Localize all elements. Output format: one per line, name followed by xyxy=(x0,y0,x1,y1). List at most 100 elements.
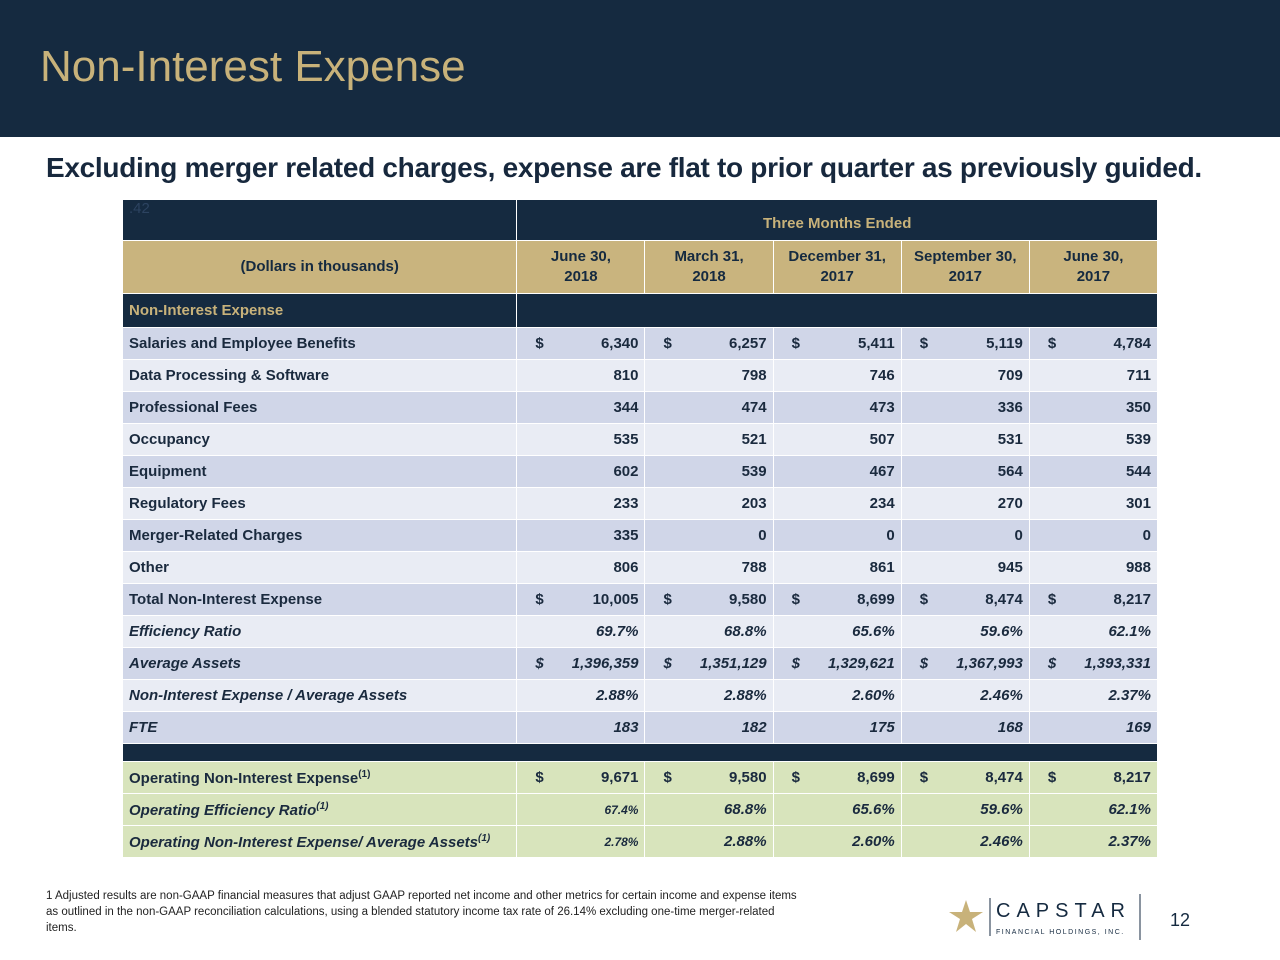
metric-row: Efficiency Ratio 69.7% 68.8% 65.6% 59.6% 62.1… xyxy=(121,615,1159,648)
value-cell: 175 xyxy=(772,711,902,744)
expense-row: Equipment 602 539 467 564 544 xyxy=(121,455,1159,488)
currency: $ xyxy=(791,591,800,608)
row-label: Occupancy xyxy=(121,423,518,456)
value: 798 xyxy=(741,367,767,384)
title: Non-Interest Expense xyxy=(40,42,466,91)
page-number: 12 xyxy=(1170,910,1191,930)
expense-row: Merger-Related Charges 335 0 0 0 0 xyxy=(121,519,1159,552)
value-cell: 521 xyxy=(644,423,774,456)
row-label: Total Non-Interest Expense xyxy=(121,583,518,616)
value-cell: 2.88% xyxy=(644,679,774,712)
value: 4,784 xyxy=(1113,335,1151,352)
value: 65.6% xyxy=(852,623,895,640)
value-cell: 0 xyxy=(644,519,774,552)
value: 8,474 xyxy=(985,591,1023,608)
value: 544 xyxy=(1125,463,1151,480)
row-note: (1) xyxy=(316,800,329,812)
value: 1,329,621 xyxy=(827,655,895,672)
value: 62.1% xyxy=(1108,801,1151,818)
value-cell: 798 xyxy=(644,359,774,392)
value: 474 xyxy=(741,399,767,416)
column-header: June 30, 2018 xyxy=(516,240,646,294)
value-cell: 336 xyxy=(900,391,1030,424)
value: 810 xyxy=(613,367,639,384)
value-cell: 65.6% xyxy=(772,615,902,648)
separator xyxy=(122,743,1158,762)
value-cell: 183 xyxy=(516,711,646,744)
value: 8,217 xyxy=(1113,769,1151,786)
row-label-text: Operating Efficiency Ratio xyxy=(129,801,317,819)
row-label: Salaries and Employee Benefits xyxy=(121,327,518,360)
value-cell: 350 xyxy=(1028,391,1159,424)
value-cell: $1,396,359 xyxy=(516,647,646,680)
value-cell: 182 xyxy=(644,711,774,744)
value-cell: 67.4% xyxy=(516,793,646,826)
value-cell: 68.8% xyxy=(644,615,774,648)
value-cell: $9,671 xyxy=(516,761,646,794)
value-cell: 69.7% xyxy=(516,615,646,648)
row-label-text: Occupancy xyxy=(129,431,210,448)
value: 2.88% xyxy=(724,833,767,850)
value-cell: $9,580 xyxy=(644,583,774,616)
currency: $ xyxy=(919,591,929,608)
value: 59.6% xyxy=(980,801,1023,818)
row-label-text: Operating Non-Interest Expense/ Average … xyxy=(129,833,478,851)
value: 69.7% xyxy=(595,623,639,640)
value-cell: 169 xyxy=(1028,711,1159,744)
value: 62.1% xyxy=(1108,623,1151,640)
value-cell: $5,411 xyxy=(772,327,902,360)
value-cell: 68.8% xyxy=(644,793,774,826)
row-label-text: Non-Interest Expense / Average Assets xyxy=(129,687,408,704)
row-label-text: Merger-Related Charges xyxy=(129,527,303,544)
column-header: September 30, 2017 xyxy=(900,240,1030,294)
value-cell: 335 xyxy=(516,519,646,552)
value: 535 xyxy=(613,431,639,448)
value: 8,699 xyxy=(857,591,895,608)
value-cell: 2.46% xyxy=(900,825,1030,858)
value-cell: 564 xyxy=(900,455,1030,488)
value: 67.4% xyxy=(604,802,639,817)
value-cell: 861 xyxy=(772,551,902,584)
value: 8,474 xyxy=(985,769,1023,786)
value: 2.37% xyxy=(1108,833,1151,850)
value-cell: 507 xyxy=(772,423,902,456)
value-cell: 467 xyxy=(772,455,902,488)
value: 1,396,359 xyxy=(571,655,639,672)
column-header: June 30, 2017 xyxy=(1028,240,1159,294)
column-header-line: March 31, xyxy=(674,248,744,265)
value: 521 xyxy=(741,431,767,448)
value-cell: 0 xyxy=(772,519,902,552)
value-cell: 988 xyxy=(1028,551,1159,584)
expense-row: Total Non-Interest Expense $10,005 $9,580 $… xyxy=(121,583,1159,616)
row-label: Professional Fees xyxy=(121,391,518,424)
value: 344 xyxy=(613,399,639,416)
column-header-line: 2017 xyxy=(948,268,982,285)
value: 8,699 xyxy=(857,769,895,786)
value: 988 xyxy=(1125,559,1151,576)
row-label-text: Salaries and Employee Benefits xyxy=(129,335,356,352)
value-cell: $8,217 xyxy=(1028,761,1159,794)
value-cell: 62.1% xyxy=(1028,615,1159,648)
value-cell: 2.78% xyxy=(516,825,646,858)
section-row: Non-Interest Expense xyxy=(121,293,1158,328)
value-cell: 2.37% xyxy=(1028,679,1159,712)
currency: $ xyxy=(663,655,672,672)
value-cell: $8,217 xyxy=(1028,583,1159,616)
value-cell: 344 xyxy=(516,391,646,424)
value-cell: 535 xyxy=(516,423,646,456)
currency: $ xyxy=(919,769,929,786)
logo-name: CAPSTAR xyxy=(996,900,1131,922)
value-cell: 2.88% xyxy=(644,825,774,858)
value-cell: 788 xyxy=(644,551,774,584)
expense-row: Salaries and Employee Benefits $6,340 $6,2… xyxy=(121,327,1159,360)
value-cell: $1,367,993 xyxy=(900,647,1030,680)
value-cell: $8,699 xyxy=(772,761,902,794)
column-header-line: 2018 xyxy=(692,268,726,285)
value: 336 xyxy=(997,399,1023,416)
operating-row: Operating Efficiency Ratio(1) 67.4% 68.8% 6… xyxy=(121,793,1159,826)
footnote-line: items. xyxy=(46,922,77,934)
value: 183 xyxy=(613,719,639,736)
value-cell: 0 xyxy=(900,519,1030,552)
value-cell: 2.46% xyxy=(900,679,1030,712)
row-label-text: Professional Fees xyxy=(129,399,258,416)
